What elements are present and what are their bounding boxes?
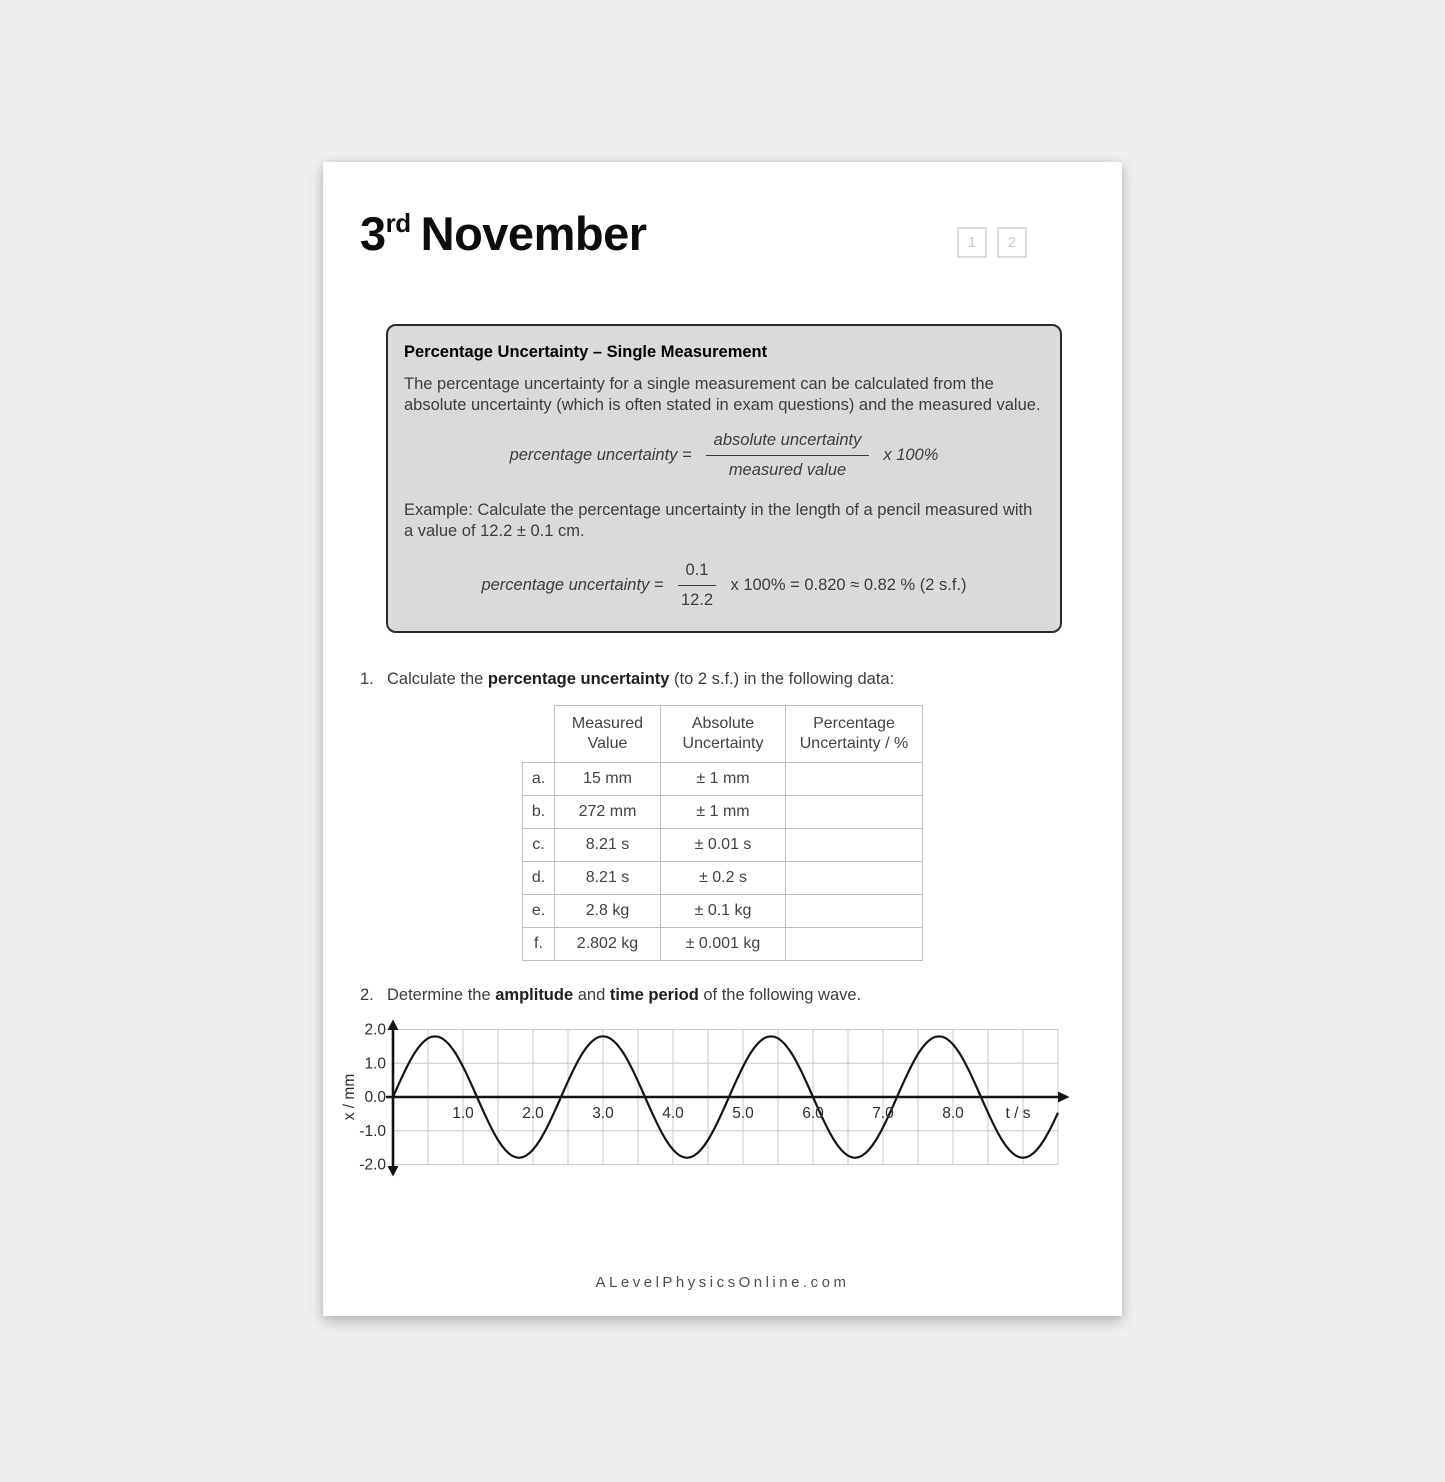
worksheet-page: 3rd November 1 2 Percentage Uncertainty –…: [323, 162, 1122, 1316]
question-2-part1: Determine the: [387, 986, 496, 1004]
question-2-bold-time-period: time period: [609, 986, 699, 1004]
measured-value: 272 mm: [554, 795, 661, 829]
absolute-uncertainty: ± 0.1 kg: [660, 894, 786, 928]
x-axis-label: t / s: [1006, 1105, 1031, 1122]
example-formula-fraction: 0.1 12.2: [677, 560, 717, 611]
absolute-uncertainty: ± 0.001 kg: [660, 927, 786, 961]
measured-value: 8.21 s: [554, 828, 661, 862]
page-title: 3rd November: [360, 206, 647, 261]
example-formula-denominator: 12.2: [680, 590, 714, 609]
row-label: a.: [522, 762, 555, 796]
y-tick-m2: -2.0: [359, 1157, 386, 1174]
row-label: d.: [522, 861, 555, 895]
question-1-bold: percentage uncertainty: [487, 670, 670, 688]
row-label: e.: [522, 894, 555, 928]
table-header-row: Measured Value Absolute Uncertainty Perc…: [523, 705, 923, 763]
info-box: Percentage Uncertainty – Single Measurem…: [386, 324, 1062, 633]
question-2-part3: of the following wave.: [698, 986, 862, 1004]
title-day: 3: [360, 207, 386, 260]
question-2-text: Determine the amplitude and time period …: [387, 986, 861, 1004]
example-formula-lhs: percentage uncertainty =: [481, 575, 664, 594]
x-tick-3: 3.0: [592, 1105, 614, 1122]
title-month: November: [420, 207, 647, 260]
wave-graph-svg: 1.0 2.0 3.0 4.0 5.0 6.0 7.0 8.0 t / s 2.…: [341, 1019, 1070, 1177]
example-text: Example: Calculate the percentage uncert…: [404, 500, 1033, 540]
row-label: b.: [522, 795, 555, 829]
col-header-measured-value: Measured Value: [554, 705, 661, 763]
measured-value: 2.8 kg: [554, 894, 661, 928]
x-tick-4: 4.0: [662, 1105, 684, 1122]
page-number-2: 2: [1007, 234, 1017, 251]
x-tick-8: 8.0: [942, 1105, 964, 1122]
question-1-text: Calculate the percentage uncertainty (to…: [387, 670, 894, 688]
answer-cell: [785, 861, 923, 895]
y-tick-1: 1.0: [364, 1056, 386, 1073]
y-axis-arrow-up-icon: [387, 1019, 399, 1030]
absolute-uncertainty: ± 1 mm: [660, 762, 786, 796]
uncertainty-table: Measured Value Absolute Uncertainty Perc…: [522, 705, 923, 961]
measured-value: 2.802 kg: [554, 927, 661, 961]
example-formula-rhs: x 100% = 0.820 ≈ 0.82 % (2 s.f.): [730, 575, 967, 594]
answer-cell: [785, 828, 923, 862]
title-suffix: rd: [385, 208, 412, 238]
formula-numerator: absolute uncertainty: [705, 430, 870, 457]
table-row-e: e. 2.8 kg ± 0.1 kg: [522, 894, 923, 928]
table-row-c: c. 8.21 s ± 0.01 s: [522, 828, 923, 862]
absolute-uncertainty: ± 0.2 s: [660, 861, 786, 895]
table-corner-blank: [523, 706, 555, 763]
question-2-number: 2.: [360, 986, 374, 1004]
percentage-uncertainty-formula: percentage uncertainty = absolute uncert…: [404, 430, 1044, 481]
x-tick-2: 2.0: [522, 1105, 544, 1122]
y-tick-0: 0.0: [364, 1089, 386, 1106]
x-tick-6: 6.0: [802, 1105, 824, 1122]
info-box-body: The percentage uncertainty for a single …: [404, 375, 1041, 415]
question-2-part2: and: [573, 986, 610, 1004]
formula-rhs: x 100%: [883, 446, 939, 465]
footer-website: ALevelPhysicsOnline.com: [595, 1274, 850, 1291]
question-1: 1. Calculate the percentage uncertainty (…: [360, 670, 894, 689]
y-axis-label: x / mm: [341, 1074, 358, 1121]
page-number-1: 1: [967, 234, 977, 251]
table-row-a: a. 15 mm ± 1 mm: [522, 762, 923, 796]
measured-value: 15 mm: [554, 762, 661, 796]
absolute-uncertainty: ± 1 mm: [660, 795, 786, 829]
wave-graph: 1.0 2.0 3.0 4.0 5.0 6.0 7.0 8.0 t / s 2.…: [340, 1018, 1070, 1183]
wave-curve: [391, 1035, 1059, 1159]
page-number-box-2: 2: [997, 227, 1027, 258]
question-1-part1: Calculate the: [387, 670, 488, 688]
col-header-percentage-uncertainty: Percentage Uncertainty / %: [785, 705, 923, 763]
page-number-box-1: 1: [957, 227, 987, 258]
row-label: f.: [522, 927, 555, 961]
answer-cell: [785, 762, 923, 796]
answer-cell: [785, 894, 923, 928]
formula-fraction: absolute uncertainty measured value: [705, 430, 870, 481]
col-header-absolute-uncertainty: Absolute Uncertainty: [660, 705, 786, 763]
x-tick-7: 7.0: [872, 1105, 894, 1122]
question-1-number: 1.: [360, 670, 374, 688]
info-box-heading: Percentage Uncertainty – Single Measurem…: [404, 343, 768, 361]
row-label: c.: [522, 828, 555, 862]
question-2: 2. Determine the amplitude and time perio…: [360, 986, 861, 1005]
absolute-uncertainty: ± 0.01 s: [660, 828, 786, 862]
x-tick-1: 1.0: [452, 1105, 474, 1122]
x-axis-arrow-icon: [1058, 1091, 1070, 1103]
formula-denominator: measured value: [728, 461, 847, 480]
question-1-part2: (to 2 s.f.) in the following data:: [669, 670, 895, 688]
y-tick-2: 2.0: [364, 1022, 386, 1039]
y-axis-arrow-down-icon: [387, 1166, 399, 1177]
table-row-b: b. 272 mm ± 1 mm: [522, 795, 923, 829]
answer-cell: [785, 795, 923, 829]
example-formula-numerator: 0.1: [677, 560, 717, 586]
y-tick-m1: -1.0: [359, 1123, 386, 1140]
x-tick-5: 5.0: [732, 1105, 754, 1122]
table-row-d: d. 8.21 s ± 0.2 s: [522, 861, 923, 895]
answer-cell: [785, 927, 923, 961]
question-2-bold-amplitude: amplitude: [495, 986, 574, 1004]
measured-value: 8.21 s: [554, 861, 661, 895]
table-row-f: f. 2.802 kg ± 0.001 kg: [522, 927, 923, 961]
formula-lhs: percentage uncertainty =: [509, 446, 692, 465]
example-formula: percentage uncertainty = 0.1 12.2 x 100%…: [404, 560, 1044, 611]
